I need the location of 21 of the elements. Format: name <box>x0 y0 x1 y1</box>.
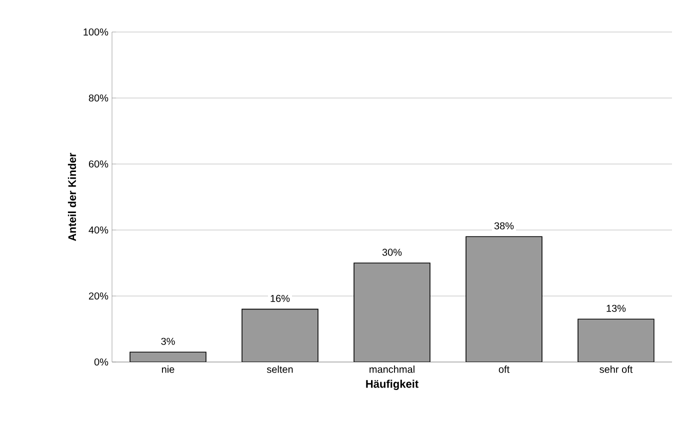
bar <box>578 318 654 362</box>
data-label: 38% <box>494 222 514 230</box>
x-axis-title: Häufigkeit <box>366 380 418 390</box>
bar <box>130 352 206 362</box>
x-tick-label: manchmal <box>370 366 414 373</box>
y-axis-title: Anteil der Kinder <box>68 152 76 242</box>
data-label: 13% <box>606 304 626 312</box>
x-tick-label: selten <box>266 366 293 373</box>
x-tick-label: sehr oft <box>600 366 633 373</box>
y-tick-label: 40% <box>88 226 108 234</box>
data-label: 3% <box>161 338 175 345</box>
y-tick-label: 20% <box>88 292 108 300</box>
data-label: 30% <box>382 248 402 256</box>
y-tick-label: 80% <box>88 94 108 102</box>
y-tick-label: 0% <box>94 358 108 366</box>
x-tick-label: oft <box>498 366 510 373</box>
data-label: 16% <box>270 294 290 302</box>
y-tick-label: 100% <box>84 28 108 36</box>
y-tick-label: 60% <box>88 160 108 168</box>
bar <box>242 308 318 362</box>
x-tick-label: nie <box>162 366 174 373</box>
